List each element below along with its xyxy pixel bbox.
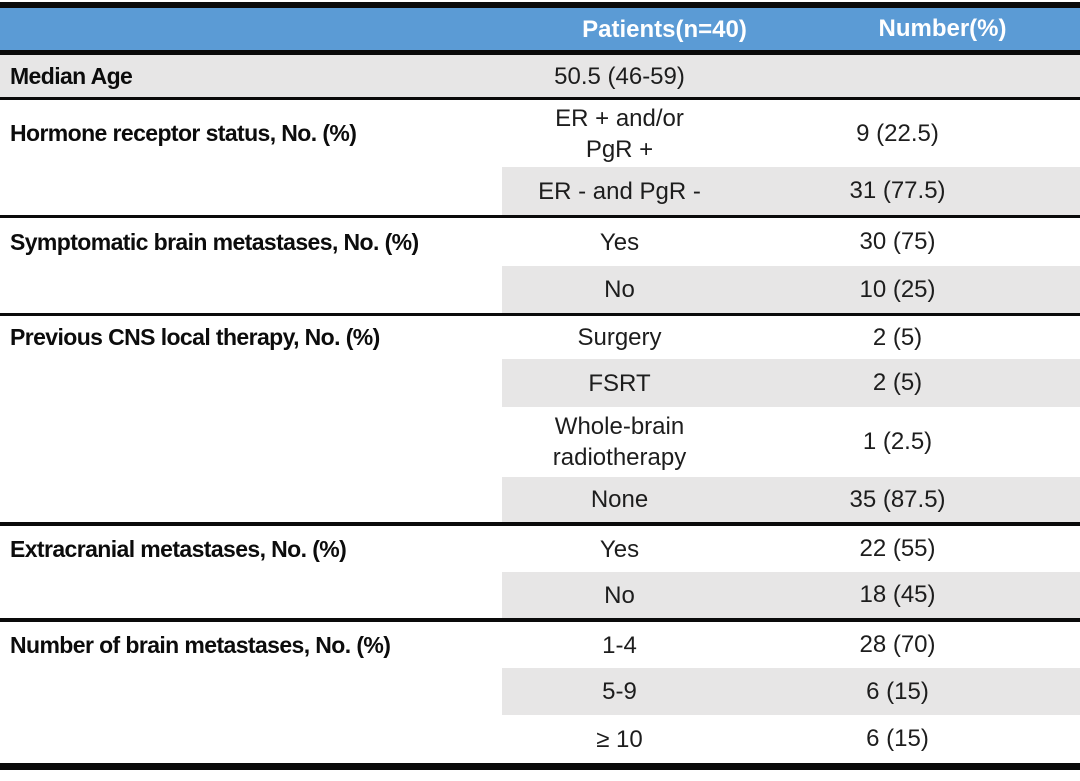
section-rule [0,97,1080,100]
row-label [0,572,502,618]
section-rule [0,215,1080,218]
header-empty-cell [0,8,502,50]
row-number: 35 (87.5) [737,477,1080,522]
row-number: 2 (5) [737,359,1080,407]
table-row-extracranial-yes: Extracranial metastases, No. (%) Yes 22 … [0,526,1080,572]
table-row-brainmets-1-4: Number of brain metastases, No. (%) 1-4 … [0,622,1080,668]
section-rule [0,522,1080,526]
row-label [0,359,502,407]
row-value: ER + and/or PgR + [555,104,684,163]
table-row-cns-wbrt: Whole-brain radiotherapy 1 (2.5) [0,407,1080,477]
row-value: ≥ 10 [596,725,643,753]
row-number: 31 (77.5) [737,167,1080,215]
row-value: Yes [599,535,640,563]
table-row-extracranial-no: No 18 (45) [0,572,1080,618]
row-label: Symptomatic brain metastases, No. (%) [10,228,419,255]
row-value: No [502,572,737,618]
header-bottom-rule [0,50,1080,55]
row-number: 30 (75) [859,228,936,255]
top-margin [0,0,1080,2]
row-label: Median Age [0,55,502,97]
table-row-cns-fsrt: FSRT 2 (5) [0,359,1080,407]
row-label [0,668,502,715]
row-number: 18 (45) [737,572,1080,618]
row-value: 5-9 [502,668,737,715]
row-number: 10 (25) [737,266,1080,313]
row-value: FSRT [502,359,737,407]
row-value: 50.5 (46-59) [502,55,737,97]
table-header-row: Patients(n=40) Number(%) [0,8,1080,50]
row-label [0,167,502,215]
row-label: Hormone receptor status, No. (%) [10,120,357,146]
table-row-hormone-er-neg: ER - and PgR - 31 (77.5) [0,167,1080,215]
table-row-symptomatic-yes: Symptomatic brain metastases, No. (%) Ye… [0,218,1080,266]
row-number: 6 (15) [866,725,929,752]
row-number: 22 (55) [859,535,936,562]
row-number [737,55,1080,97]
row-label [0,715,502,763]
section-rule [0,313,1080,316]
row-label: Number of brain metastases, No. (%) [10,631,391,658]
table-row-median-age: Median Age 50.5 (46-59) [0,55,1080,97]
row-value: Surgery [577,324,662,351]
row-value: Whole-brain radiotherapy [552,413,687,471]
row-number: 6 (15) [737,668,1080,715]
table-row-cns-none: None 35 (87.5) [0,477,1080,522]
row-label [0,266,502,313]
row-number: 28 (70) [859,631,936,658]
row-value: No [502,266,737,313]
table-row-symptomatic-no: No 10 (25) [0,266,1080,313]
section-rule [0,618,1080,622]
table-row-brainmets-10plus: ≥ 10 6 (15) [0,715,1080,763]
row-number: 1 (2.5) [862,428,933,455]
row-label [0,477,502,522]
row-value: None [502,477,737,522]
table-top-rule [0,2,1080,8]
table-row-hormone-er-pos: Hormone receptor status, No. (%) ER + an… [0,100,1080,167]
row-label: Previous CNS local therapy, No. (%) [10,324,380,350]
table-row-brainmets-5-9: 5-9 6 (15) [0,668,1080,715]
row-number: 2 (5) [872,323,923,351]
row-number: 9 (22.5) [856,119,939,147]
table-bottom-rule [0,763,1080,770]
header-number: Number(%) [878,15,1007,42]
header-patients: Patients(n=40) [582,15,747,43]
row-value: 1-4 [602,631,637,659]
row-label [0,407,502,477]
row-value: ER - and PgR - [502,167,737,215]
row-label: Extracranial metastases, No. (%) [10,535,347,562]
table-row-cns-surgery: Previous CNS local therapy, No. (%) Surg… [0,316,1080,359]
row-value: Yes [599,228,640,256]
